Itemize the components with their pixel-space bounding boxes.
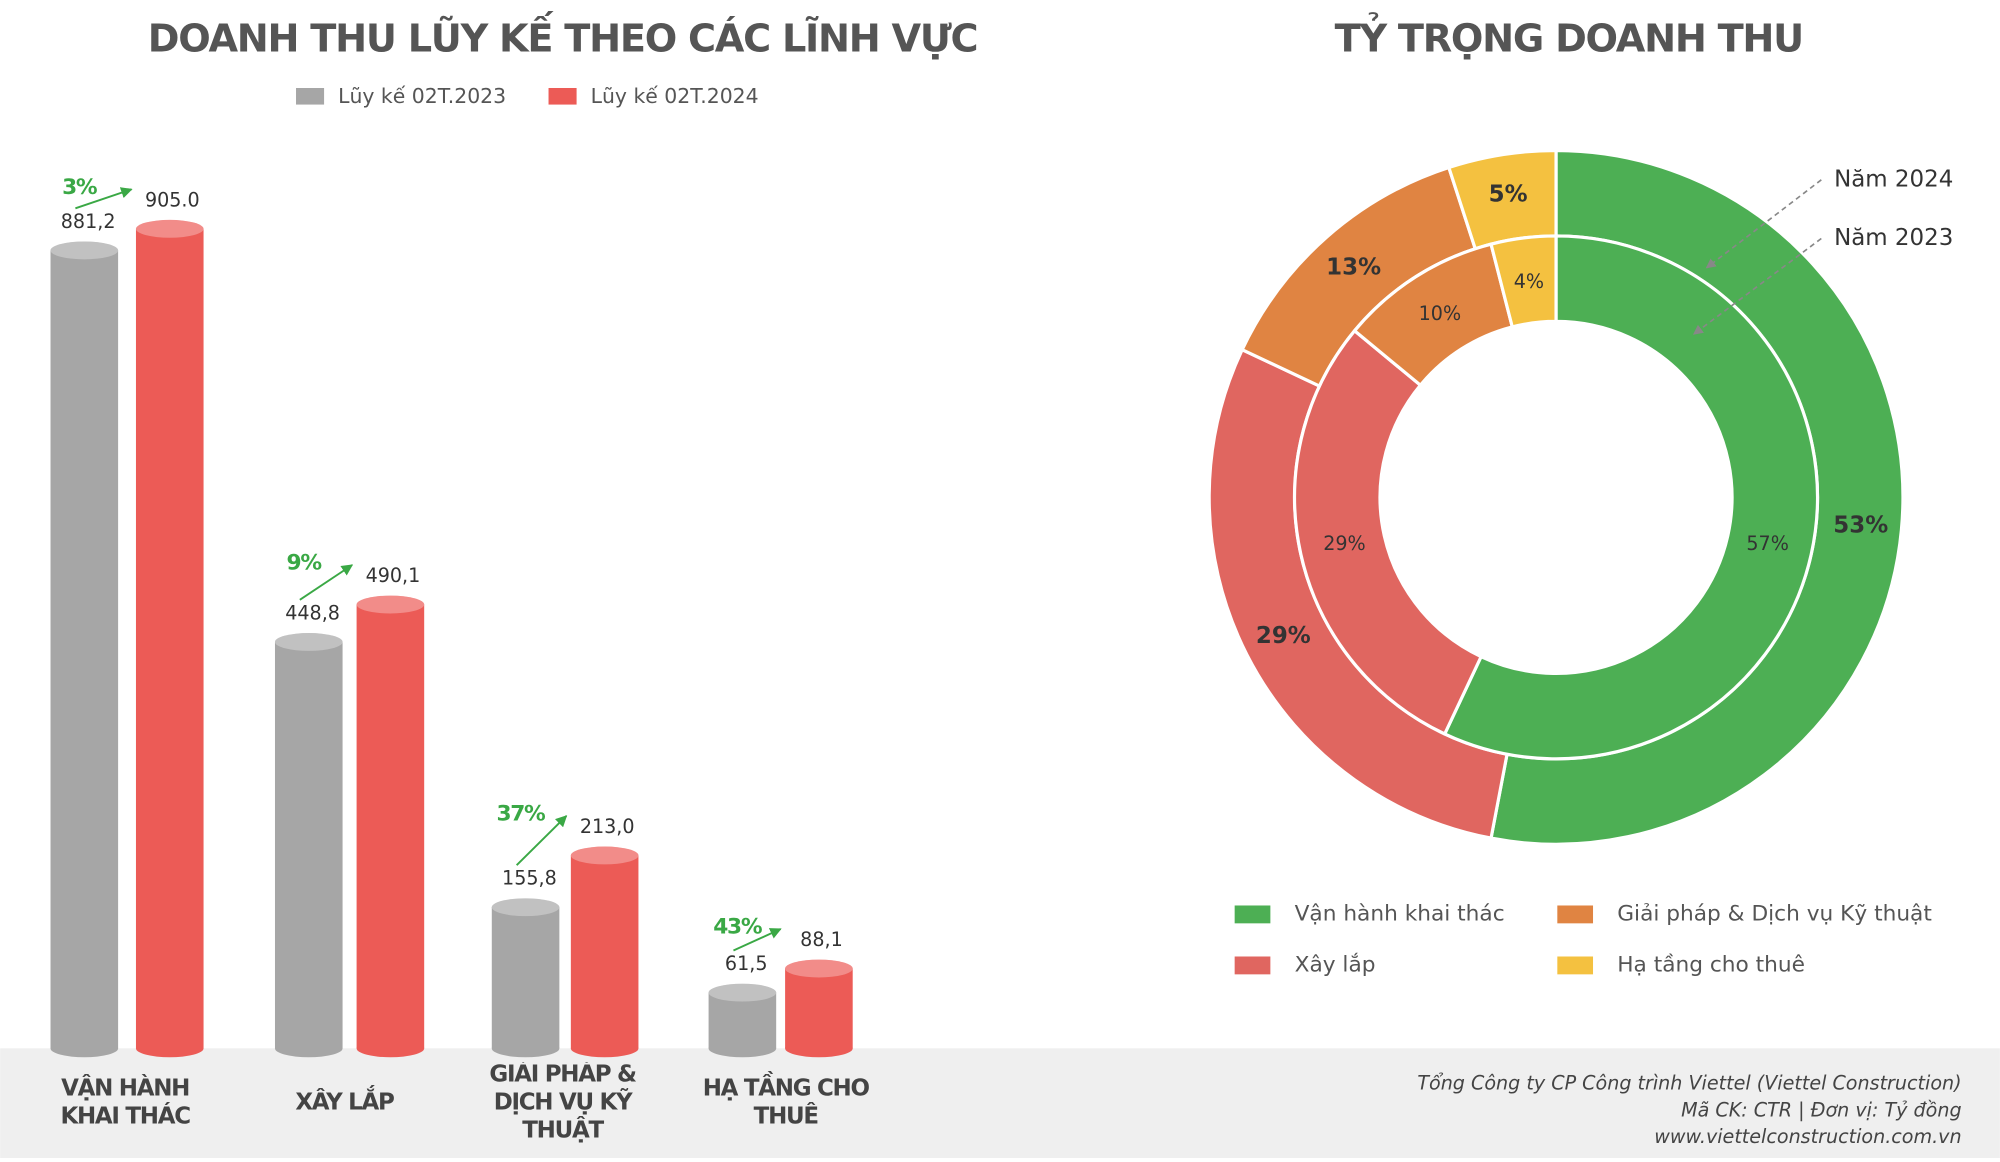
bar-cap	[356, 595, 425, 614]
growth-label: 9%	[287, 551, 323, 576]
series-pointer	[1705, 179, 1822, 269]
growth-arrow	[299, 564, 354, 601]
legend-swatch	[548, 87, 577, 105]
legend-swatch	[1234, 956, 1271, 975]
category-label: GIẢI PHÁP & DỊCH VỤ KỸ THUẬT	[489, 1062, 637, 1144]
growth-arrow	[75, 187, 133, 210]
slice-label: 4%	[1514, 270, 1544, 293]
bar-cap	[570, 846, 639, 865]
slice-label: 10%	[1419, 302, 1461, 325]
bar-cap-shade	[708, 983, 777, 1002]
growth-label: 3%	[62, 175, 98, 200]
value-label: 490,1	[366, 564, 421, 587]
footer-text: Tổng Công ty CP Công trình Viettel (Viet…	[1417, 1072, 1961, 1095]
category-label: VẬN HÀNH KHAI THÁC	[60, 1075, 191, 1130]
donut-slice	[1442, 234, 1820, 761]
bar-cap	[135, 219, 204, 238]
bar	[274, 641, 343, 1049]
series-label: Năm 2024	[1834, 166, 1953, 192]
value-label: 881,2	[61, 210, 116, 233]
legend-label: Lũy kế 02T.2024	[591, 84, 759, 108]
growth-arrow	[515, 815, 568, 866]
bar-cap-shade	[135, 219, 204, 238]
chart-title: DOANH THU LŨY KẾ THEO CÁC LĨNH VỰC	[148, 9, 978, 61]
value-label: 88,1	[800, 928, 843, 951]
slice-label: 53%	[1833, 513, 1888, 539]
growth-label: 37%	[496, 802, 546, 827]
bar-cap-shade	[570, 846, 639, 865]
bar-cap-shade	[274, 633, 343, 651]
category-label: XÂY LẮP	[295, 1089, 394, 1116]
legend-swatch	[1234, 905, 1271, 924]
bar	[491, 907, 560, 1049]
category-label-box: GIẢI PHÁP & DỊCH VỤ KỸ THUẬT	[489, 1062, 637, 1144]
slice-label: 5%	[1489, 182, 1528, 208]
footer-text: Mã CK: CTR | Đơn vị: Tỷ đồng	[1681, 1098, 1961, 1121]
growth-arrow	[733, 928, 782, 952]
bar-cap	[274, 633, 343, 651]
category-label-box: HẠ TẦNG CHO THUÊ	[702, 1075, 870, 1130]
legend-label: Xây lắp	[1295, 952, 1376, 977]
bar	[708, 992, 777, 1049]
bar	[135, 228, 204, 1049]
value-label: 905.0	[145, 188, 200, 211]
legend-swatch	[1557, 956, 1594, 975]
slice-label: 29%	[1256, 623, 1311, 649]
value-label: 155,8	[502, 867, 557, 890]
donut-slice	[1293, 328, 1484, 737]
footer-band	[0, 1048, 2000, 1158]
value-label: 448,8	[285, 601, 340, 624]
legend-swatch	[1557, 905, 1594, 924]
bar-cap-shade	[785, 959, 853, 978]
bar-cap-shade	[50, 241, 119, 260]
slice-label: 29%	[1323, 532, 1365, 555]
footer-text: www.viettelconstruction.com.vn	[1654, 1125, 1961, 1148]
bar	[356, 604, 425, 1049]
value-label: 61,5	[725, 952, 768, 975]
legend-label: Vận hành khai thác	[1295, 901, 1505, 926]
bar-cap	[708, 983, 777, 1002]
donut-slice	[1489, 234, 1558, 329]
category-label: HẠ TẦNG CHO THUÊ	[702, 1075, 870, 1130]
legend-swatch	[296, 87, 325, 105]
legend-label: Lũy kế 02T.2023	[338, 84, 506, 108]
value-label: 213,0	[580, 815, 635, 838]
bar-cap	[491, 898, 560, 917]
bar	[785, 968, 853, 1049]
bar-cap-shade	[491, 898, 560, 917]
legend-label: Giải pháp & Dịch vụ Kỹ thuật	[1617, 901, 1932, 926]
category-label-box: XÂY LẮP	[295, 1089, 394, 1116]
slice-label: 13%	[1326, 254, 1381, 280]
slice-label: 57%	[1746, 532, 1788, 555]
bar-cap-shade	[356, 595, 425, 614]
legend-label: Hạ tầng cho thuê	[1617, 952, 1805, 977]
bar	[570, 855, 639, 1049]
series-label: Năm 2023	[1834, 225, 1953, 251]
bar-cap	[785, 959, 853, 978]
bar	[50, 250, 119, 1049]
category-label-box: VẬN HÀNH KHAI THÁC	[60, 1075, 191, 1130]
chart-title: TỶ TRỌNG DOANH THU	[1335, 11, 1803, 61]
bar-cap	[50, 241, 119, 260]
growth-label: 43%	[713, 915, 763, 940]
